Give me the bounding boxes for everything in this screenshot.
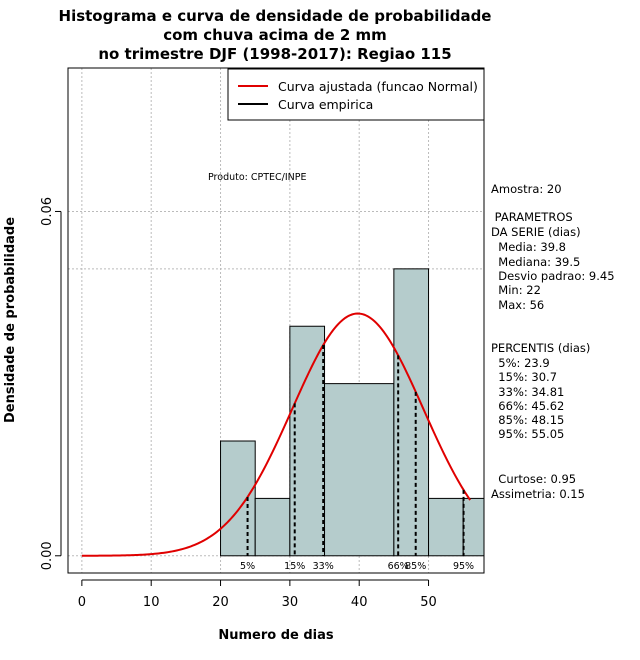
- y-axis-label: Densidade de probabilidade: [3, 217, 18, 423]
- legend-label-empirical: Curva empirica: [278, 97, 373, 112]
- percentile-layer: 5% 15% 33% 66%85% 95%: [240, 345, 474, 572]
- percentile-label-4: 85%: [405, 561, 426, 572]
- stat-params-title1: PARAMETROS: [491, 210, 573, 224]
- stat-amostra: Amostra: 20: [491, 182, 562, 196]
- legend-label-normal: Curva ajustada (funcao Normal): [278, 79, 478, 94]
- histogram-bar-0: [220, 440, 256, 557]
- plot-frame: [67, 67, 485, 574]
- stat-p5: 5%: 23.9: [491, 356, 550, 370]
- x-axis-label: Numero de dias: [218, 628, 334, 643]
- stat-p95: 95%: 55.05: [491, 427, 564, 441]
- stat-media: Media: 39.8: [491, 240, 566, 254]
- stat-p15: 15%: 30.7: [491, 370, 557, 384]
- stat-p66: 66%: 45.62: [491, 399, 564, 413]
- histogram-bar-3: [324, 383, 395, 557]
- legend-box: [227, 68, 485, 121]
- histogram-bar-6: [462, 497, 485, 557]
- stat-desvio: Desvio padrao: 9.45: [491, 269, 615, 283]
- legend: Curva ajustada (funcao Normal) Curva emp…: [227, 68, 485, 121]
- stat-params-title2: DA SERIE (dias): [491, 225, 581, 239]
- x-tick-label-0: 0: [78, 595, 86, 610]
- bars-layer: [220, 268, 485, 557]
- chart-title-line2: com chuva acima de 2 mm: [163, 26, 387, 44]
- chart-title-line1: Histograma e curva de densidade de proba…: [59, 7, 492, 25]
- stat-assimetria: Assimetria: 0.15: [491, 487, 585, 501]
- stats-panel: Amostra: 20 PARAMETROS DA SERIE (dias) M…: [491, 182, 615, 501]
- stat-p85: 85%: 48.15: [491, 413, 564, 427]
- x-tick-label-20: 20: [212, 595, 229, 610]
- stat-perc-title: PERCENTIS (dias): [491, 341, 590, 355]
- y-tick-label-0: 0.00: [40, 541, 55, 570]
- axis-layer: 0 10 20 30 40 50 0.00 0.06: [40, 197, 437, 610]
- percentile-label-1: 15%: [284, 561, 305, 572]
- percentile-label-3: 66%: [388, 561, 409, 572]
- credit-text: Produto: CPTEC/INPE: [208, 172, 307, 183]
- x-tick-label-50: 50: [420, 595, 437, 610]
- percentile-label-2: 33%: [313, 561, 334, 572]
- stat-p33: 33%: 34.81: [491, 385, 564, 399]
- histogram-bar-5: [428, 497, 464, 557]
- normal-fit-curve: [81, 312, 471, 557]
- x-tick-label-30: 30: [282, 595, 299, 610]
- percentile-label-0: 5%: [240, 561, 255, 572]
- chart-title-line3: no trimestre DJF (1998-2017): Regiao 115: [98, 45, 451, 63]
- histogram-bar-4: [393, 268, 430, 557]
- percentile-label-5: 95%: [453, 561, 474, 572]
- y-tick-label-1: 0.06: [40, 197, 55, 226]
- stat-mediana: Mediana: 39.5: [491, 255, 580, 269]
- x-tick-label-40: 40: [351, 595, 368, 610]
- stat-max: Max: 56: [491, 298, 544, 312]
- histogram-bar-1: [254, 497, 291, 557]
- stat-min: Min: 22: [491, 283, 541, 297]
- x-tick-label-10: 10: [143, 595, 160, 610]
- curve-layer: [81, 312, 471, 557]
- stat-curtose: Curtose: 0.95: [491, 472, 576, 486]
